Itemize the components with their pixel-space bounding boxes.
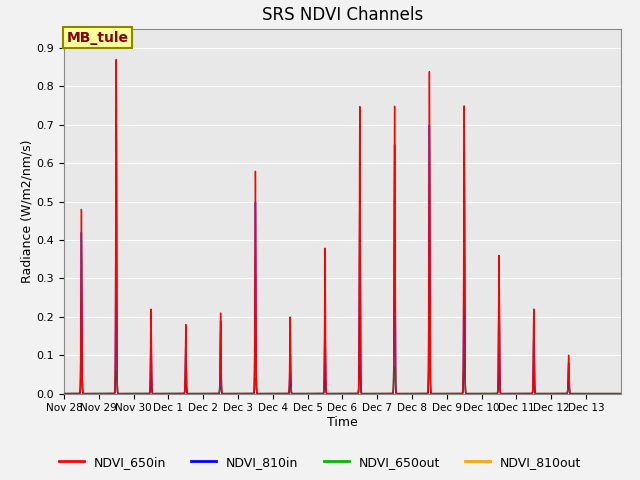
NDVI_810in xyxy=(60,391,68,396)
Line: NDVI_810in: NDVI_810in xyxy=(64,109,621,394)
NDVI_810in xyxy=(113,107,120,112)
NDVI_650in xyxy=(60,391,68,396)
NDVI_810in xyxy=(88,391,96,396)
NDVI_810out xyxy=(88,391,96,396)
NDVI_650in xyxy=(262,391,269,396)
NDVI_810out xyxy=(414,391,422,396)
NDVI_810in xyxy=(617,391,625,396)
NDVI_650out xyxy=(88,391,96,396)
NDVI_810in xyxy=(473,391,481,396)
NDVI_650in xyxy=(473,391,481,396)
NDVI_650in xyxy=(503,391,511,396)
NDVI_810in xyxy=(503,391,511,396)
NDVI_650in xyxy=(390,380,397,386)
NDVI_650out xyxy=(262,391,269,396)
NDVI_650out xyxy=(503,391,511,396)
Line: NDVI_810out: NDVI_810out xyxy=(64,332,621,394)
NDVI_810out xyxy=(262,391,269,396)
NDVI_810in xyxy=(390,382,397,387)
Text: MB_tule: MB_tule xyxy=(67,31,129,45)
Line: NDVI_650out: NDVI_650out xyxy=(64,359,621,394)
Y-axis label: Radiance (W/m2/nm/s): Radiance (W/m2/nm/s) xyxy=(20,140,34,283)
NDVI_810in xyxy=(414,391,422,396)
NDVI_810out xyxy=(503,391,511,396)
NDVI_650in xyxy=(113,57,120,62)
NDVI_650out xyxy=(589,391,596,396)
NDVI_810out xyxy=(589,391,596,396)
NDVI_650in xyxy=(88,391,96,396)
NDVI_810out xyxy=(356,329,364,335)
NDVI_650out xyxy=(390,385,397,391)
NDVI_650out xyxy=(460,356,468,362)
NDVI_650out xyxy=(617,391,625,396)
NDVI_810out xyxy=(617,391,625,396)
Line: NDVI_650in: NDVI_650in xyxy=(64,60,621,394)
Title: SRS NDVI Channels: SRS NDVI Channels xyxy=(262,6,423,24)
NDVI_810in xyxy=(262,391,269,396)
NDVI_650out xyxy=(414,391,422,396)
NDVI_810out xyxy=(60,391,68,396)
NDVI_650in xyxy=(414,391,422,396)
NDVI_650in xyxy=(617,391,625,396)
NDVI_650out xyxy=(60,391,68,396)
NDVI_650out xyxy=(473,391,481,396)
Legend: NDVI_650in, NDVI_810in, NDVI_650out, NDVI_810out: NDVI_650in, NDVI_810in, NDVI_650out, NDV… xyxy=(54,451,586,474)
NDVI_810out xyxy=(473,391,481,396)
NDVI_810out xyxy=(390,377,397,383)
X-axis label: Time: Time xyxy=(327,416,358,429)
